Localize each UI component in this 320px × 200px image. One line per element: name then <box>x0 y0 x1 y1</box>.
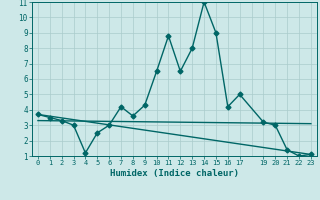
X-axis label: Humidex (Indice chaleur): Humidex (Indice chaleur) <box>110 169 239 178</box>
